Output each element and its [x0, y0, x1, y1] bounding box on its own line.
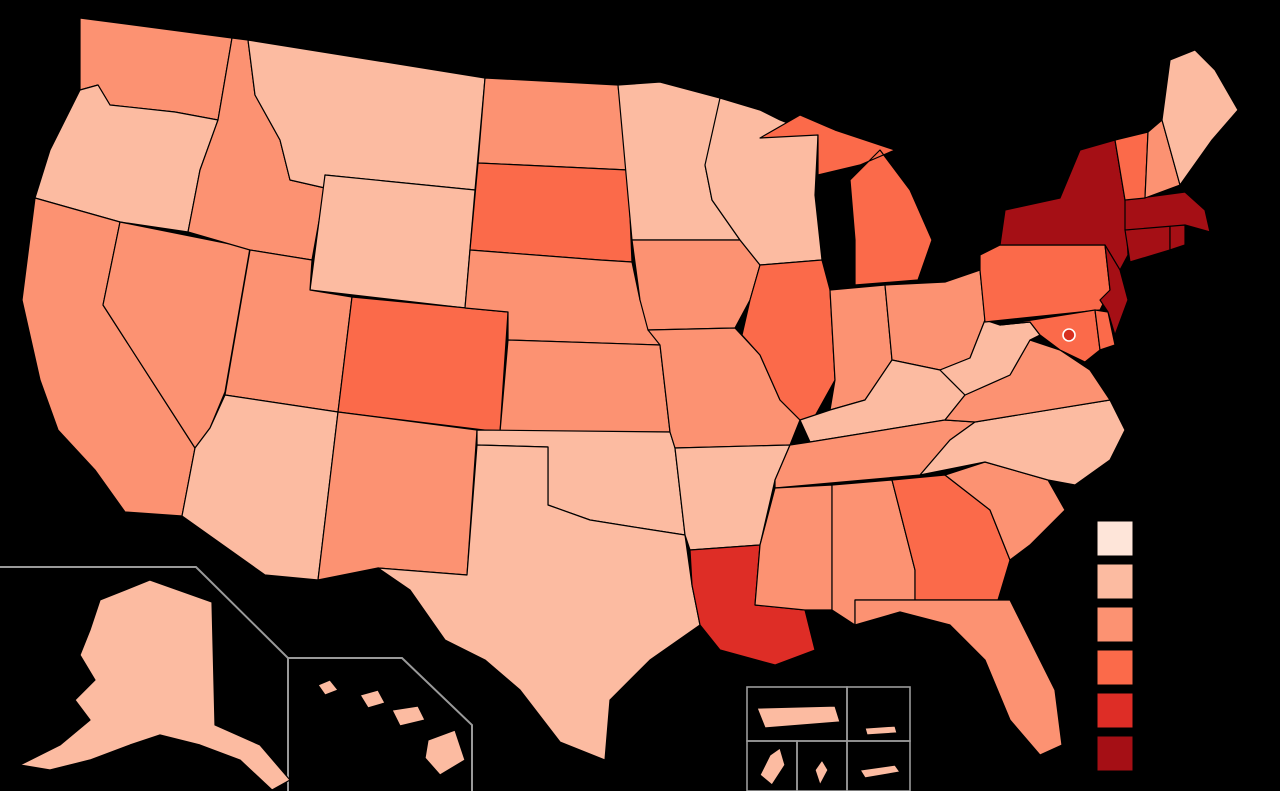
state-new-jersey [1099, 244, 1129, 336]
map-legend [1096, 520, 1134, 772]
state-delaware [1094, 309, 1116, 351]
territory-american-samoa [859, 764, 901, 779]
state-rhode-island [1169, 224, 1186, 251]
state-florida [854, 599, 1063, 756]
state-colorado [337, 296, 509, 433]
state-iowa [631, 239, 761, 331]
territory-puerto-rico [756, 705, 841, 729]
territory-northern-mariana-islands [814, 759, 829, 786]
legend-swatch-2 [1096, 563, 1134, 600]
legend-swatch-5 [1096, 692, 1134, 729]
state-massachusetts [1124, 191, 1211, 233]
state-kansas [499, 339, 671, 433]
territory-insets [746, 686, 911, 791]
state-connecticut [1124, 224, 1171, 263]
legend-swatch-6 [1096, 735, 1134, 772]
legend-swatch-1 [1096, 520, 1134, 557]
state-south-dakota [469, 162, 633, 263]
territory-virgin-islands [864, 725, 898, 736]
state-hawaii [317, 679, 466, 776]
state-ohio [884, 269, 986, 371]
dc-marker [1062, 328, 1076, 342]
territory-guam [759, 747, 786, 786]
state-north-carolina [919, 399, 1126, 486]
inset-divider-alaska [0, 566, 289, 791]
legend-swatch-3 [1096, 606, 1134, 643]
state-alaska [19, 579, 291, 791]
state-north-dakota [477, 77, 629, 171]
legend-swatch-4 [1096, 649, 1134, 686]
state-west-virginia [939, 319, 1041, 396]
state-wyoming [309, 174, 476, 309]
state-texas [377, 444, 701, 761]
state-michigan [759, 114, 933, 286]
state-new-mexico [317, 411, 478, 581]
inset-divider-hawaii [288, 657, 473, 791]
state-maine [1161, 49, 1239, 186]
